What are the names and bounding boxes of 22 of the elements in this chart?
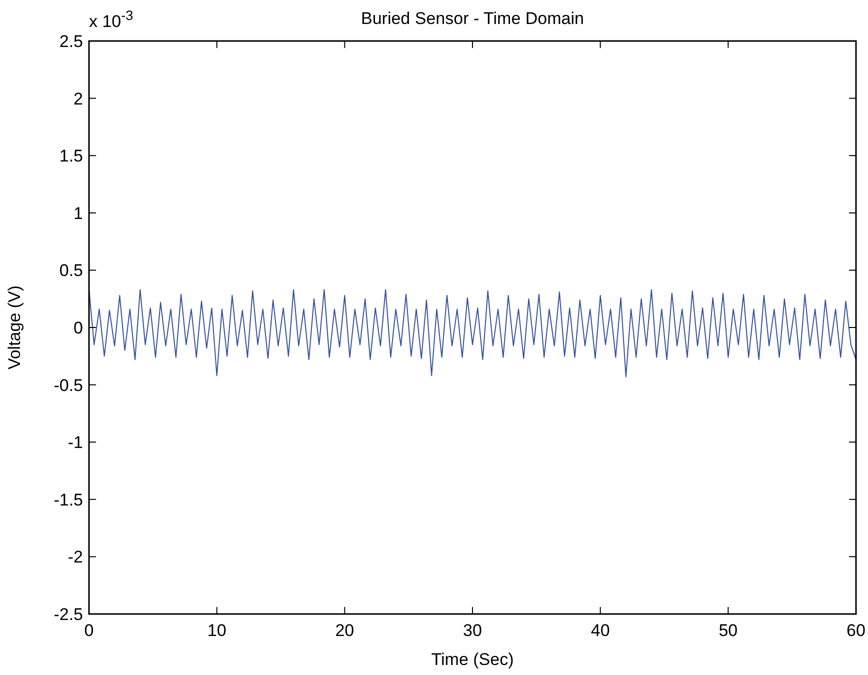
x-tick-label: 50 [718, 621, 738, 640]
y-tick-label: 0.5 [59, 261, 83, 280]
chart-title: Buried Sensor - Time Domain [361, 9, 584, 28]
y-tick-label: 2 [74, 89, 83, 108]
y-tick-label: 2.5 [59, 32, 83, 51]
y-tick-label: -0.5 [54, 376, 83, 395]
x-axis-title: Time (Sec) [431, 650, 514, 669]
x-tick-label: 30 [463, 621, 482, 640]
y-tick-label: -1.5 [54, 490, 83, 510]
line-series [89, 289, 856, 378]
y-axis-title: Voltage (V) [5, 285, 24, 370]
y-tick-label: -2.5 [54, 605, 83, 624]
y-tick-label: -1 [68, 433, 83, 452]
x-tick-label: 40 [590, 621, 610, 640]
x-tick-label: 10 [207, 621, 226, 640]
text: x 10$^{-3}$ [89, 8, 134, 31]
y-tick-label: 1 [74, 204, 83, 223]
y-tick-label: 1.5 [59, 146, 83, 166]
y-tick-label: 0 [74, 318, 83, 338]
x-tick-label: 60 [846, 621, 866, 640]
y-tick-label: -2 [68, 548, 83, 567]
x-tick-label: 20 [335, 621, 354, 640]
